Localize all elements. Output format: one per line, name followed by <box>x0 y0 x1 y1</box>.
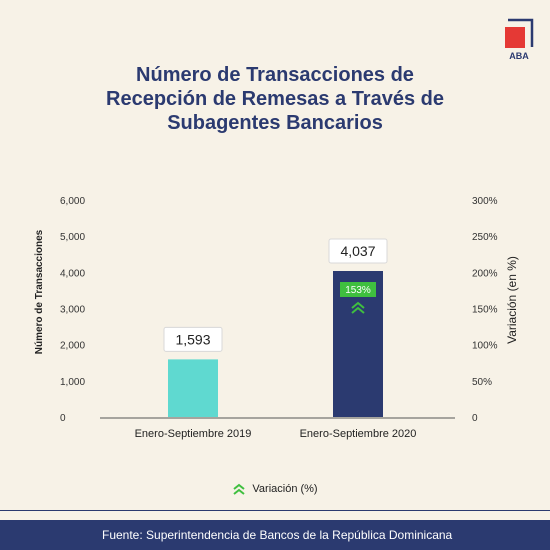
title-line-2: Recepción de Remesas a Través de <box>106 88 444 110</box>
title-line-3: Subagentes Bancarios <box>167 112 383 134</box>
y2-tick-label: 0 <box>472 413 478 424</box>
bar-chart: 0 1,000 2,000 3,000 4,000 5,000 6,000 0 50% 100% 1… <box>34 196 519 440</box>
x-tick-label: Enero-Septiembre 2020 <box>300 428 417 440</box>
title-line-1: Número de Transacciones de <box>136 64 414 86</box>
y-tick-label: 0 <box>60 413 66 424</box>
y-axis-label: Número de Transacciones <box>34 229 45 354</box>
aba-logo-mark <box>505 18 534 48</box>
data-label-box <box>328 238 388 264</box>
legend-label: Variación (%) <box>252 483 318 495</box>
y2-tick-label: 300% <box>472 196 498 207</box>
y-tick-label: 2,000 <box>60 341 85 352</box>
y-tick-label: 6,000 <box>60 196 85 207</box>
logo-square <box>505 27 525 48</box>
footer-divider <box>0 510 550 511</box>
y-tick-label: 1,000 <box>60 377 85 388</box>
x-tick-label: Enero-Septiembre 2019 <box>135 428 252 440</box>
y2-axis-label: Variación (en %) <box>505 256 519 344</box>
footer: Fuente: Superintendencia de Bancos de la… <box>0 520 550 550</box>
y2-tick-label: 250% <box>472 232 498 243</box>
bar <box>168 359 218 417</box>
y-tick-label: 3,000 <box>60 305 85 316</box>
legend: Variación (%) <box>0 483 550 495</box>
y-tick-label: 5,000 <box>60 232 85 243</box>
data-label: 1,593 <box>175 331 210 347</box>
chart-title: Número de Transacciones de Recepción de … <box>40 63 510 135</box>
chevron-up-icon <box>233 483 246 495</box>
variation-badge <box>340 281 376 297</box>
chevron-up-icon <box>351 301 365 309</box>
logo-text: ABA <box>509 51 529 61</box>
y2-tick-label: 50% <box>472 377 492 388</box>
chevron-up-icon <box>351 306 365 314</box>
y2-tick-label: 150% <box>472 305 498 316</box>
data-label-box <box>163 326 223 352</box>
data-label: 4,037 <box>340 243 375 259</box>
aba-logo: ABA <box>502 17 536 63</box>
y2-tick-label: 100% <box>472 341 498 352</box>
y-tick-label: 4,000 <box>60 268 85 279</box>
y2-tick-label: 200% <box>472 268 498 279</box>
logo-corner <box>508 18 534 47</box>
variation-label: 153% <box>345 285 371 296</box>
